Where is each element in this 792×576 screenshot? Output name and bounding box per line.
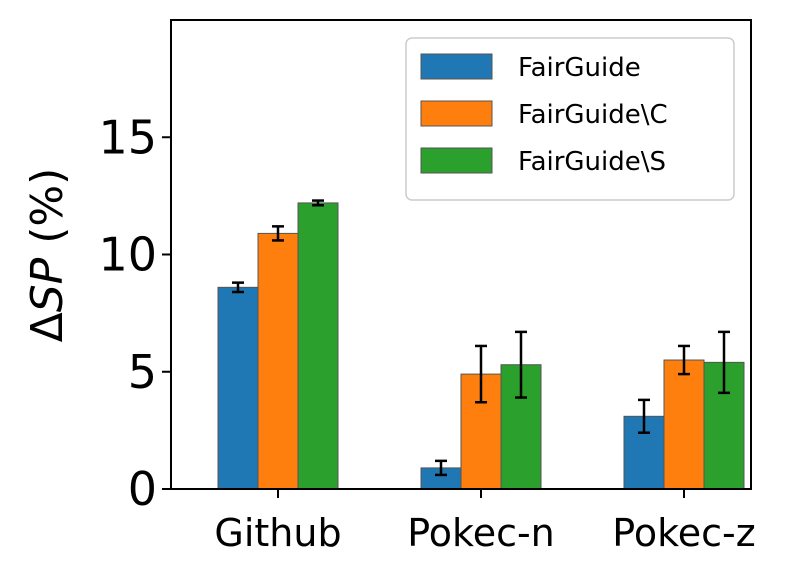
legend: FairGuide FairGuide\C FairGuide\S xyxy=(405,37,735,201)
x-tick-label: Pokec-z xyxy=(612,511,755,555)
y-tick-label: 0 xyxy=(128,462,157,516)
y-tick-label: 15 xyxy=(98,110,157,164)
y-axis-label: ΔSP (%) xyxy=(22,168,73,343)
bar-github-series-2 xyxy=(257,232,299,490)
bar-github-series-1 xyxy=(217,286,259,490)
y-axis-label-italic: SP xyxy=(22,257,73,312)
x-axis: Github Pokec-n Pokec-z xyxy=(214,489,756,555)
legend-entries: FairGuide FairGuide\C FairGuide\S xyxy=(420,53,668,177)
error-bars-layer xyxy=(232,199,730,477)
error-bar-pokec-n-series-2 xyxy=(475,344,487,404)
bar-pokec-z-series-2 xyxy=(663,359,705,490)
error-bar-pokec-n-series-1 xyxy=(435,459,447,477)
bar-github-series-3 xyxy=(297,202,339,490)
y-axis-label-prefix: Δ xyxy=(22,312,73,342)
legend-swatch-1 xyxy=(420,53,493,80)
error-bar-pokec-z-series-2 xyxy=(678,344,690,376)
legend-swatch-2 xyxy=(420,100,493,127)
y-axis-label-suffix: (%) xyxy=(22,168,73,258)
x-tick-label: Github xyxy=(214,511,341,555)
legend-swatch-3 xyxy=(420,147,493,174)
error-bar-github-series-2 xyxy=(272,225,284,242)
x-tick-label: Pokec-n xyxy=(407,511,555,555)
y-axis: 0 5 10 15 xyxy=(98,110,171,516)
y-tick-label: 10 xyxy=(98,228,157,282)
error-bar-github-series-3 xyxy=(312,199,324,207)
error-bar-github-series-1 xyxy=(232,281,244,294)
legend-label-1: FairGuide xyxy=(518,53,641,83)
bars-layer xyxy=(217,202,745,490)
error-bar-pokec-n-series-3 xyxy=(515,330,527,399)
legend-label-3: FairGuide\S xyxy=(518,147,666,177)
error-bar-pokec-z-series-1 xyxy=(638,398,650,434)
error-bar-pokec-z-series-3 xyxy=(718,330,730,395)
y-tick-label: 5 xyxy=(128,345,157,399)
legend-label-2: FairGuide\C xyxy=(518,100,668,130)
